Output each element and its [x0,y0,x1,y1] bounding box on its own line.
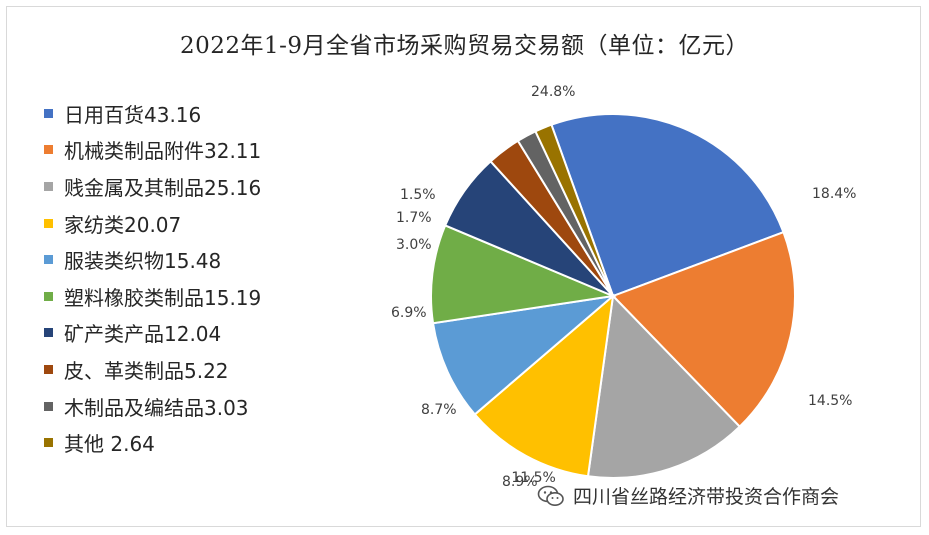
legend-swatch [44,328,53,338]
slice-percent-label: 1.5% [400,187,436,203]
slice-percent-label: 3.0% [396,237,432,253]
legend-swatch [44,108,53,118]
legend-label: 机械类制品附件32.11 [64,139,262,164]
chart-title: 2022年1-9月全省市场采购贸易交易额（单位：亿元） [179,33,750,59]
slice-percent-label: 18.4% [812,186,856,202]
legend-label: 皮、革类制品5.22 [64,358,229,383]
legend-swatch [44,181,53,191]
legend-label: 塑料橡胶类制品15.19 [64,285,262,310]
legend-item: 服装类织物15.48 [44,241,344,278]
legend-swatch [44,401,53,411]
watermark: 四川省丝路经济带投资合作商会 [537,482,840,509]
legend-item: 机械类制品附件32.11 [44,132,344,169]
slice-percent-label: 24.8% [531,84,575,100]
legend-swatch [44,145,53,155]
legend-label: 家纺类20.07 [64,212,182,237]
legend-item: 日用百货43.16 [44,95,344,132]
slice-percent-label: 8.7% [421,402,457,418]
legend-item: 贱金属及其制品25.16 [44,168,344,205]
pie-slice [431,294,617,416]
legend-item: 其他 2.64 [44,424,344,461]
pie-slice [430,224,617,325]
legend-label: 贱金属及其制品25.16 [64,175,262,200]
wechat-icon [537,485,564,506]
pie-slice [473,293,615,478]
chart-legend: 日用百货43.16 机械类制品附件32.11 贱金属及其制品25.16 家纺类20.0… [44,95,344,461]
legend-swatch [44,438,53,448]
slice-percent-label: 8.9% [502,474,538,490]
legend-swatch [44,255,53,265]
legend-label: 服装类织物15.48 [64,249,222,274]
pie-slice [611,230,796,429]
pie-slice [550,113,785,298]
legend-item: 皮、革类制品5.22 [44,351,344,388]
slice-percent-label: 6.9% [391,305,427,321]
legend-item: 木制品及编结品3.03 [44,388,344,425]
legend-item: 家纺类20.07 [44,205,344,242]
pie-slice [534,123,614,297]
watermark-text: 四川省丝路经济带投资合作商会 [573,486,840,508]
legend-swatch [44,218,53,228]
legend-label: 矿产类产品12.04 [64,322,222,347]
legend-label: 日用百货43.16 [64,102,202,127]
pie-slice [586,293,742,479]
legend-item: 塑料橡胶类制品15.19 [44,278,344,315]
legend-label: 其他 2.64 [64,432,155,457]
legend-swatch [44,291,53,301]
slice-percent-label: 1.7% [396,210,432,226]
legend-label: 木制品及编结品3.03 [64,395,249,420]
slice-percent-label: 14.5% [808,393,852,409]
legend-item: 矿产类产品12.04 [44,315,344,352]
legend-swatch [44,364,53,374]
